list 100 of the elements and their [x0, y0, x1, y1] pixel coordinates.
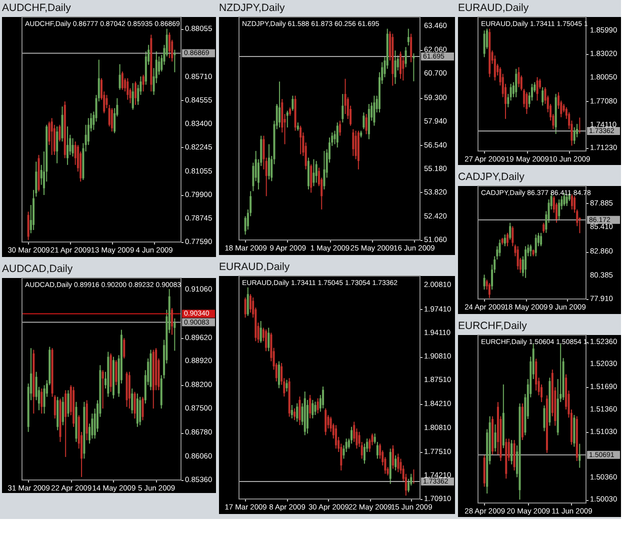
candlestick: [534, 234, 537, 257]
candlestick: [394, 454, 397, 471]
candlestick: [365, 114, 368, 135]
candlestick: [310, 164, 312, 194]
candlestick: [171, 308, 174, 336]
candlestick: [516, 246, 519, 270]
candlestick: [334, 424, 337, 450]
candlestick: [249, 294, 252, 314]
candlestick: [336, 122, 338, 148]
candlestick: [352, 128, 354, 156]
candlestick: [27, 211, 30, 240]
candlestick: [67, 390, 70, 418]
candlestick: [392, 444, 394, 470]
candlestick: [121, 71, 124, 90]
candlestick: [373, 95, 376, 126]
candlestick: [412, 52, 415, 82]
candlestick: [394, 50, 396, 84]
candlestick: [339, 120, 342, 136]
candlestick: [110, 108, 113, 132]
candlestick: [566, 194, 568, 207]
candlestick: [246, 286, 249, 316]
candlestick: [506, 232, 508, 247]
candlestick: [518, 66, 520, 88]
candlestick: [268, 327, 270, 352]
candlestick: [315, 160, 318, 184]
candlestick: [494, 424, 496, 452]
candlestick: [296, 402, 298, 422]
candlestick: [278, 360, 280, 389]
candlestick: [397, 453, 400, 473]
candlestick: [543, 404, 546, 432]
candlestick: [64, 390, 67, 458]
candlestick: [174, 49, 176, 73]
candlestick: [134, 391, 136, 420]
candlestick: [362, 112, 365, 130]
candlestick: [323, 150, 326, 190]
candlestick: [513, 440, 516, 471]
candlestick: [91, 413, 94, 440]
candlestick: [524, 246, 527, 278]
candlestick: [58, 124, 61, 142]
candlestick: [66, 126, 69, 166]
candlestick: [573, 126, 576, 144]
chart-title: EURAUD,Daily: [458, 2, 530, 14]
candlestick: [298, 396, 301, 426]
candlestick: [400, 51, 402, 80]
candlestick: [126, 78, 129, 100]
chart-title: NZDJPY,Daily: [219, 2, 286, 14]
chart-title: EURCHF,Daily: [458, 320, 528, 332]
candlestick: [407, 28, 410, 46]
candlestick: [509, 222, 512, 240]
candlestick: [286, 110, 288, 128]
candlestick: [142, 396, 144, 421]
candlestick: [292, 95, 294, 112]
candlestick: [309, 394, 312, 419]
candlestick: [244, 296, 246, 318]
candlestick: [510, 440, 513, 465]
candlestick: [498, 239, 501, 257]
candlestick: [404, 46, 407, 68]
candlestick: [408, 478, 410, 493]
candlestick: [578, 443, 581, 468]
candlestick: [40, 388, 43, 414]
chart-title: CADJPY,Daily: [458, 171, 526, 183]
candlestick: [526, 92, 528, 114]
candlestick: [483, 274, 486, 290]
candlestick: [316, 398, 319, 414]
candlestick: [132, 82, 134, 110]
candlestick: [128, 371, 130, 410]
candlestick: [558, 198, 560, 220]
candlestick: [290, 404, 293, 419]
candlestick: [542, 222, 545, 234]
candlestick: [268, 144, 270, 180]
chart-title: AUDCHF,Daily: [2, 2, 72, 14]
candlestick: [350, 426, 353, 444]
chart-title: AUDCAD,Daily: [2, 263, 74, 275]
candlestick: [504, 234, 506, 247]
candlestick: [131, 388, 134, 414]
candlestick: [294, 408, 296, 421]
candlestick: [134, 80, 136, 106]
chart-title: EURAUD,Daily: [219, 261, 290, 273]
candlestick: [139, 396, 142, 426]
candlestick: [174, 318, 176, 352]
candlestick: [410, 33, 412, 63]
candlestick: [578, 117, 581, 134]
candlestick: [260, 320, 262, 344]
candlestick: [324, 408, 327, 436]
candlestick: [570, 194, 573, 210]
candlestick: [61, 106, 64, 142]
candlestick: [123, 338, 126, 359]
candlestick: [50, 118, 53, 156]
candlestick: [412, 468, 415, 484]
candlestick: [488, 282, 490, 299]
candlestick: [314, 401, 316, 416]
candlestick: [322, 386, 324, 409]
candlestick: [118, 64, 121, 90]
candlestick: [115, 360, 118, 386]
candlestick: [168, 32, 170, 59]
candlestick: [515, 68, 518, 98]
candlestick: [102, 370, 104, 410]
candlestick: [286, 379, 288, 392]
candlestick: [56, 126, 58, 164]
candlestick: [278, 81, 281, 128]
